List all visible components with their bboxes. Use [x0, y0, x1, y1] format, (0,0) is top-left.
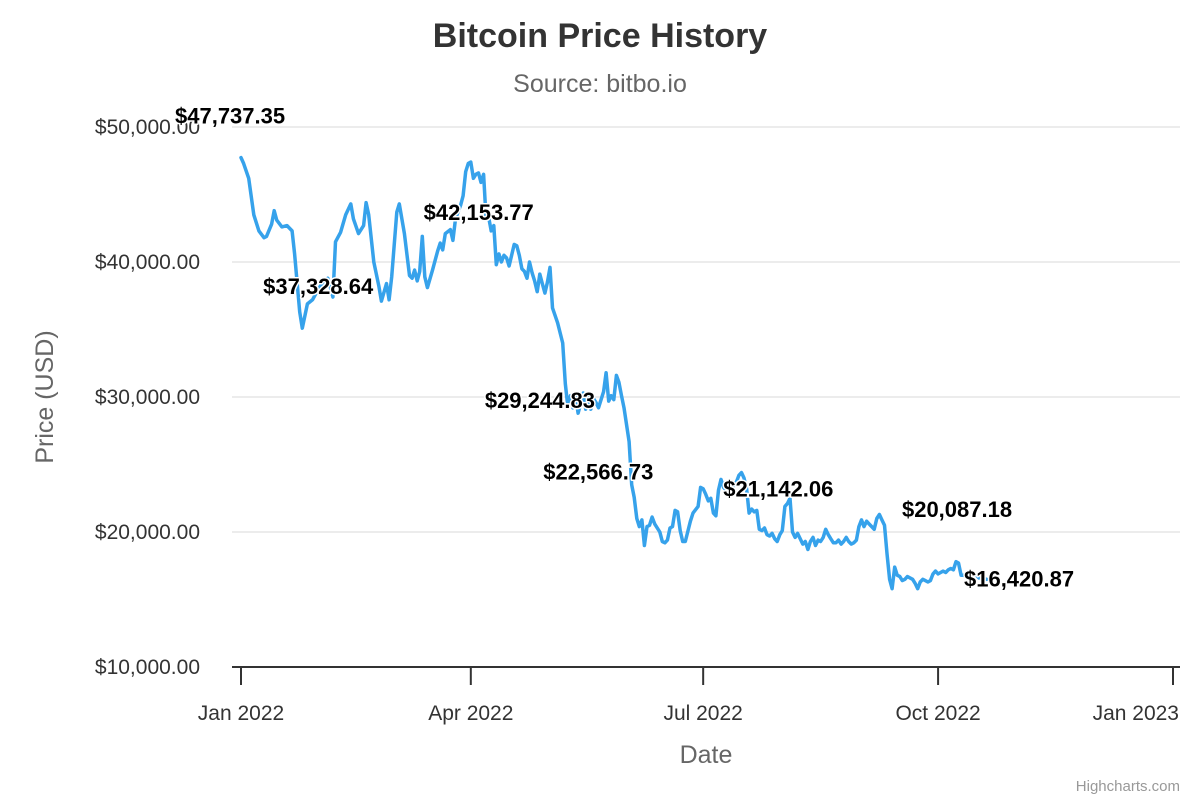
x-tick-label: Jan 2022 — [198, 702, 284, 725]
highcharts-credits-link[interactable]: Highcharts.com — [1076, 778, 1180, 795]
data-label: $16,420.87 — [964, 566, 1074, 591]
x-tick-label: Apr 2022 — [428, 702, 513, 725]
data-label: $42,153.77 — [424, 200, 534, 225]
y-axis-title: Price (USD) — [31, 330, 59, 463]
chart-title: Bitcoin Price History — [433, 17, 768, 55]
series-layer — [239, 155, 989, 591]
x-tick-label: Oct 2022 — [895, 702, 980, 725]
x-axis-title: Date — [680, 741, 733, 769]
price-line-series[interactable] — [239, 155, 989, 591]
y-tick-label: $50,000.00 — [95, 116, 200, 139]
x-tick-label: Jan 2023 — [1093, 702, 1179, 725]
data-label: $22,566.73 — [543, 459, 653, 484]
data-label: $29,244.83 — [485, 388, 595, 413]
data-labels: $47,737.35 $37,328.64 $42,153.77 $29,244.83… — [174, 102, 1076, 593]
x-axis-ticks: Jan 2022 Apr 2022 Jul 2022 Oct 2022 Jan 2023 — [198, 667, 1179, 725]
data-label: $21,142.06 — [723, 477, 833, 502]
y-tick-label: $40,000.00 — [95, 251, 200, 274]
data-label: $20,087.18 — [902, 497, 1012, 522]
x-tick-label: Jul 2022 — [663, 702, 742, 725]
y-axis-labels: $10,000.00 $20,000.00 $30,000.00 $40,000.00… — [95, 116, 200, 679]
gridlines — [232, 126, 1180, 533]
y-tick-label: $20,000.00 — [95, 521, 200, 544]
chart-subtitle: Source: bitbo.io — [513, 70, 687, 98]
y-tick-label: $30,000.00 — [95, 386, 200, 409]
y-tick-label: $10,000.00 — [95, 656, 200, 679]
data-label: $37,328.64 — [263, 274, 374, 299]
data-label: $47,737.35 — [175, 104, 285, 129]
